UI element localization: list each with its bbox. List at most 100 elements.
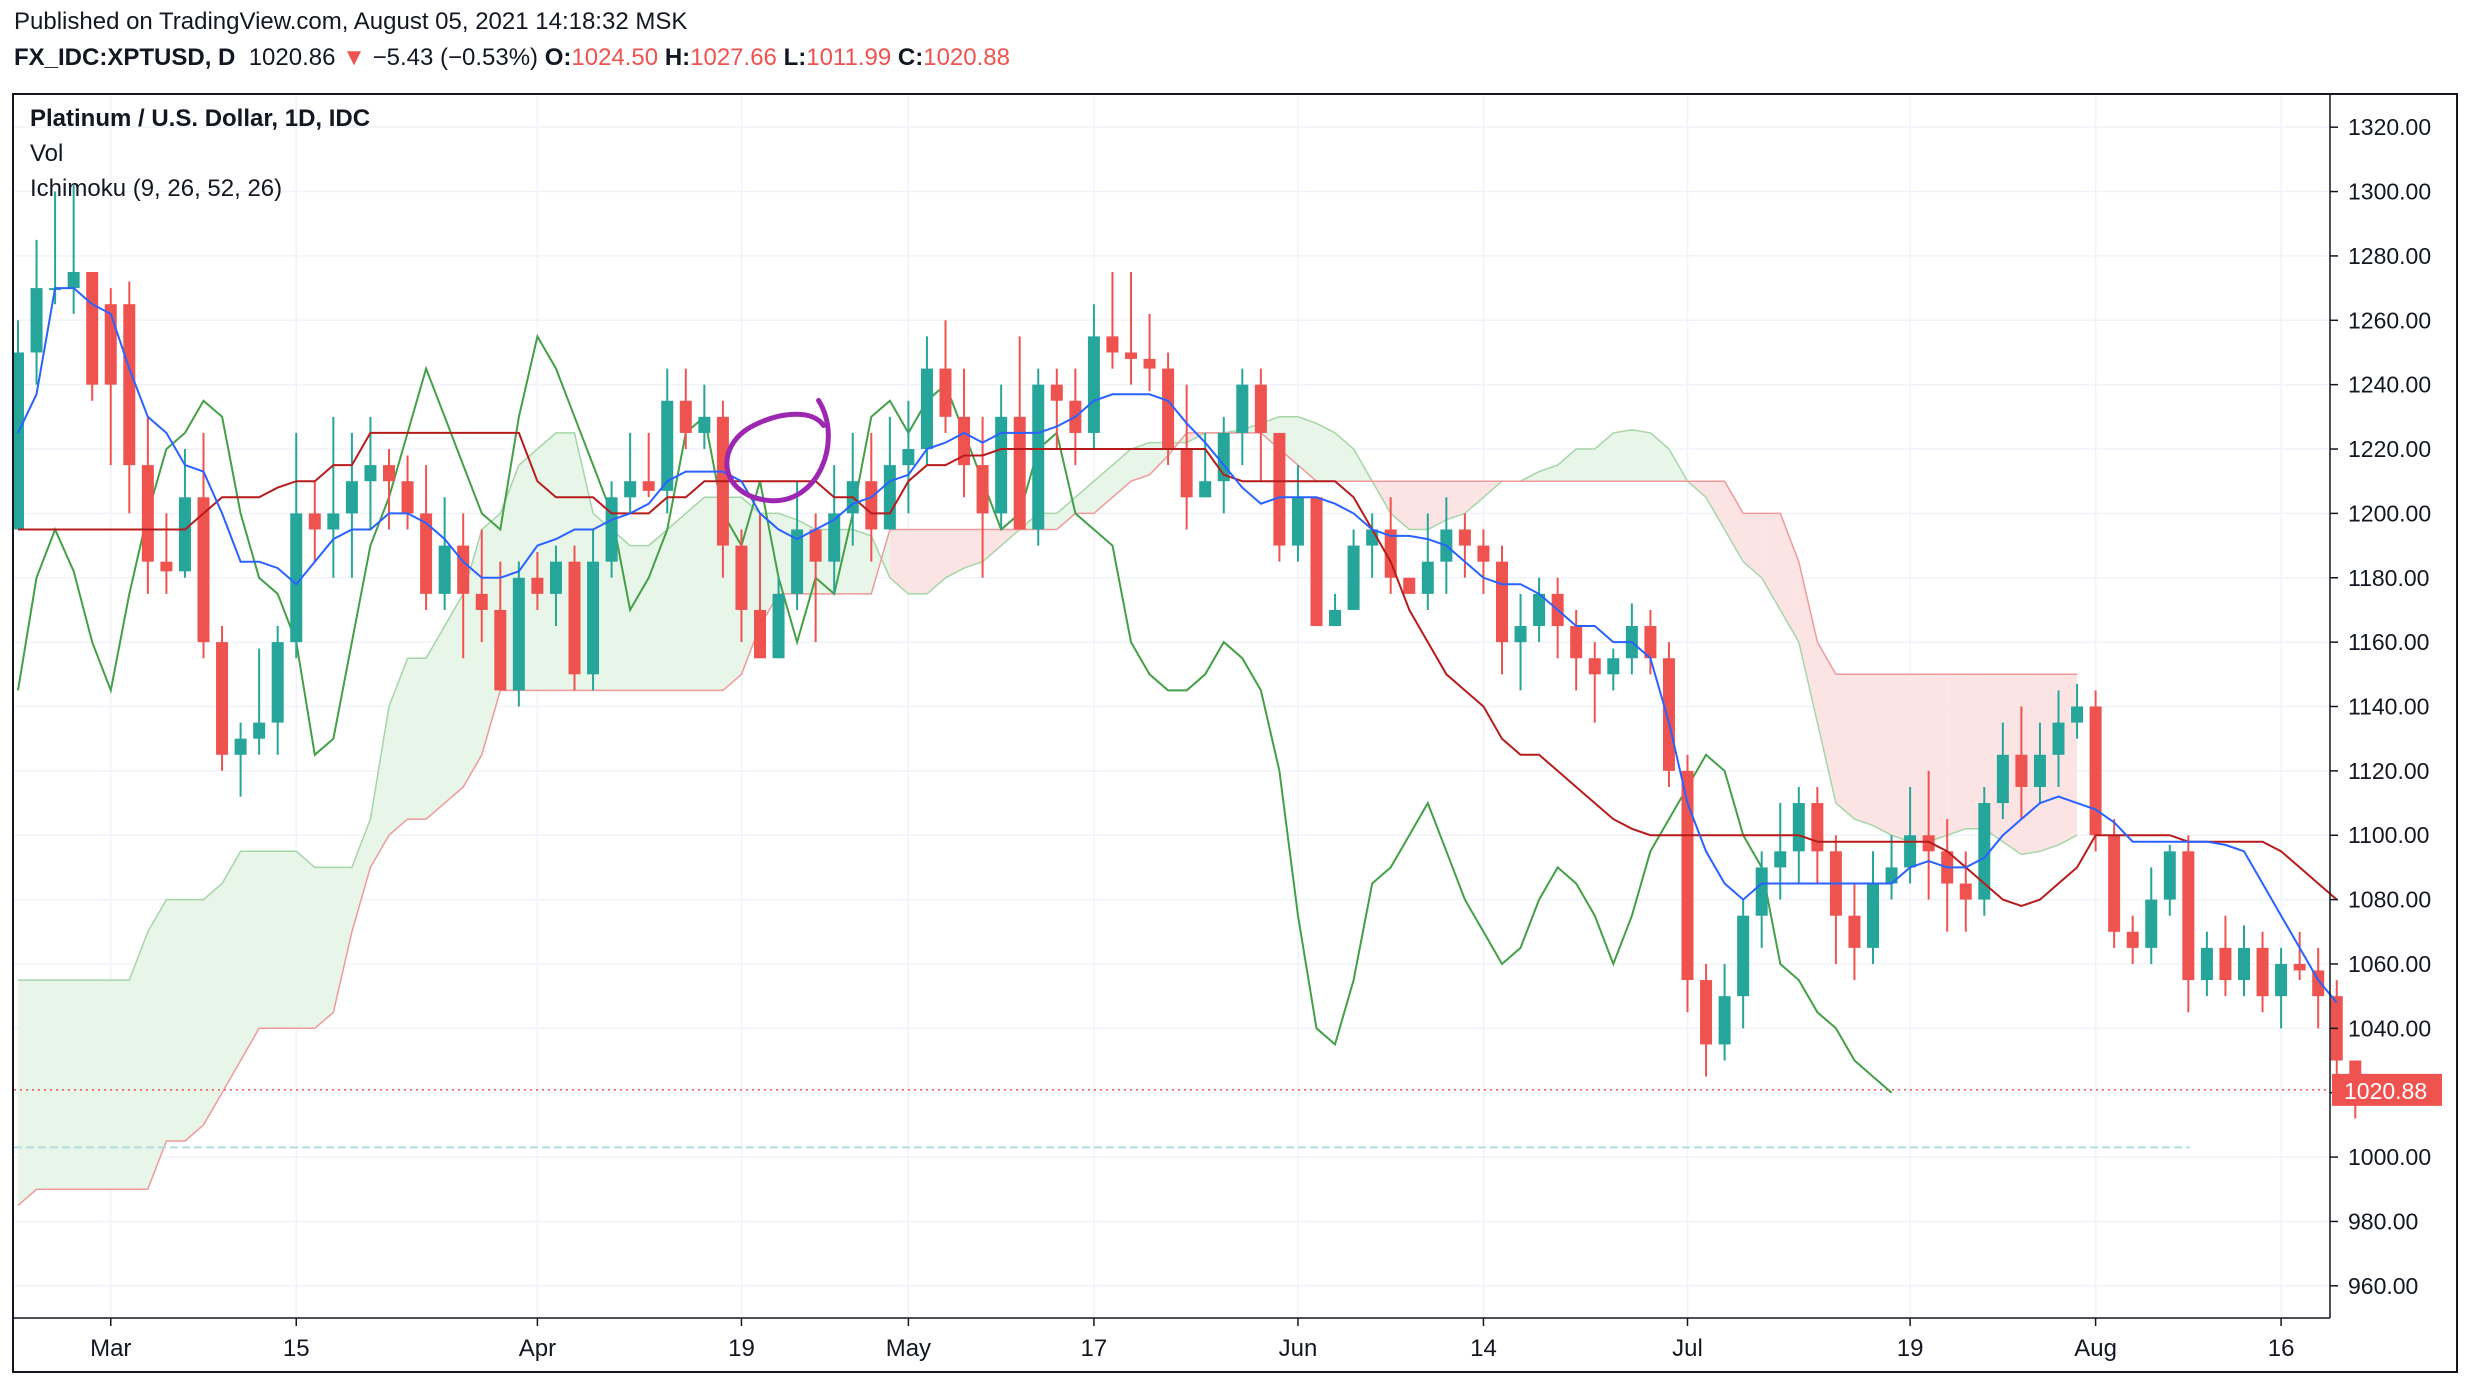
- legend-volume[interactable]: Vol: [30, 140, 64, 167]
- candle-body-48: [902, 449, 915, 466]
- legend-title: Platinum / U.S. Dollar, 1D, IDC: [30, 105, 371, 132]
- candle-body-10: [197, 497, 210, 643]
- cloud-segment-98: [1835, 674, 1855, 820]
- cloud-segment-51: [964, 529, 983, 569]
- candle-body-119: [2219, 947, 2232, 981]
- candle-body-16: [308, 513, 321, 530]
- cloud-segment-83: [1557, 449, 1577, 482]
- high-value: 1027.66: [690, 44, 777, 71]
- candle-body-3: [67, 272, 80, 289]
- candle-body-6: [123, 304, 136, 466]
- candle-body-4: [86, 272, 99, 385]
- cloud-segment-97: [1817, 642, 1836, 804]
- legend-ichimoku[interactable]: Ichimoku (9, 26, 52, 26): [30, 175, 283, 202]
- cloud-segment-15: [296, 851, 315, 1029]
- time-tick-label-1: 15: [283, 1335, 310, 1362]
- symbol-line: FX_IDC:XPTUSD, D 1020.86 ▼ −5.43 (−0.53%…: [14, 44, 1010, 72]
- cloud-segment-60: [1131, 442, 1150, 482]
- candle-body-33: [624, 481, 637, 498]
- last-price: 1020.86: [248, 44, 336, 71]
- candle-body-42: [791, 529, 804, 594]
- cloud-segment-86: [1613, 429, 1632, 482]
- open-value: 1024.50: [571, 44, 659, 71]
- time-tick-label-7: 14: [1470, 1335, 1497, 1362]
- cloud-segment-100: [1873, 674, 1892, 836]
- cloud-segment-25: [481, 513, 501, 755]
- candle-body-103: [1922, 835, 1935, 852]
- candle-body-120: [2238, 947, 2250, 981]
- candle-body-78: [1458, 529, 1471, 546]
- candle-body-106: [1978, 803, 1991, 900]
- candle-body-68: [1273, 432, 1286, 546]
- published-line: Published on TradingView.com, August 05,…: [14, 8, 688, 35]
- candle-body-116: [2163, 851, 2176, 900]
- cloud-segment-20: [389, 658, 408, 836]
- cloud-segment-48: [908, 529, 927, 594]
- cloud-segment-96: [1798, 561, 1818, 723]
- cloud-segment-17: [333, 867, 352, 1013]
- cloud-segment-8: [166, 899, 185, 1141]
- cloud-segment-87: [1631, 429, 1651, 482]
- candle-body-7: [141, 465, 154, 562]
- cloud-segment-23: [444, 593, 464, 804]
- candle-body-86: [1607, 658, 1620, 675]
- candle-body-62: [1162, 368, 1175, 450]
- open-label: O:: [544, 44, 572, 71]
- candle-body-53: [995, 416, 1008, 514]
- candle-body-35: [661, 400, 674, 491]
- candle-body-26: [494, 609, 507, 691]
- candle-body-52: [976, 465, 989, 514]
- cloud-segment-109: [2039, 674, 2059, 852]
- cloud-segment-105: [1965, 674, 1985, 829]
- cloud-segment-107: [2002, 674, 2022, 855]
- down-arrow-icon: ▼: [342, 44, 366, 71]
- lagging-span-line: [17, 333, 1893, 1094]
- cloud-segment-33: [630, 545, 649, 691]
- cloud-segment-49: [926, 529, 946, 594]
- cloud-segment-76: [1427, 481, 1447, 530]
- candle-body-18: [345, 481, 358, 514]
- candle-body-14: [271, 642, 284, 723]
- time-tick-label-3: 19: [728, 1335, 755, 1362]
- time-tick-label-8: Jul: [1672, 1335, 1703, 1362]
- candle-body-75: [1403, 577, 1416, 594]
- cloud-segment-36: [685, 497, 705, 691]
- candle-body-49: [920, 368, 933, 450]
- candle-body-64: [1199, 481, 1212, 498]
- candle-body-67: [1254, 384, 1267, 433]
- cloud-segment-10: [203, 883, 223, 1125]
- candle-body-91: [1700, 980, 1713, 1045]
- candle-body-39: [735, 545, 748, 610]
- candle-body-17: [327, 513, 340, 530]
- candle-body-27: [512, 577, 525, 691]
- candle-body-71: [1329, 609, 1342, 627]
- cloud-segment-6: [129, 931, 148, 1190]
- candle-body-80: [1496, 561, 1508, 643]
- candle-body-13: [253, 722, 266, 739]
- cloud-segment-108: [2021, 674, 2040, 855]
- candle-body-99: [1848, 915, 1861, 948]
- candle-body-25: [475, 593, 488, 610]
- candle-body-74: [1384, 529, 1397, 578]
- candle-body-89: [1662, 658, 1675, 771]
- time-tick-label-0: Mar: [90, 1335, 131, 1362]
- high-label: H:: [664, 44, 691, 71]
- cloud-segment-19: [370, 706, 389, 868]
- candle-body-20: [383, 465, 395, 482]
- candle-body-102: [1904, 835, 1917, 868]
- leading-span-a-line: [18, 416, 2078, 981]
- time-tick-label-9: 19: [1897, 1335, 1924, 1362]
- low-value: 1011.99: [806, 44, 892, 71]
- candle-body-92: [1718, 996, 1731, 1045]
- candle-body-88: [1644, 626, 1657, 659]
- chart-frame: [12, 93, 2458, 1373]
- cloud-segment-9: [184, 899, 204, 1141]
- candle-body-90: [1681, 770, 1694, 981]
- cloud-segment-0: [18, 980, 37, 1206]
- candle-body-61: [1143, 358, 1156, 369]
- price-tick-label-10: 1120.00: [2348, 758, 2429, 784]
- candle-body-93: [1737, 915, 1750, 997]
- candle-body-59: [1106, 336, 1119, 353]
- candle-body-94: [1755, 867, 1768, 916]
